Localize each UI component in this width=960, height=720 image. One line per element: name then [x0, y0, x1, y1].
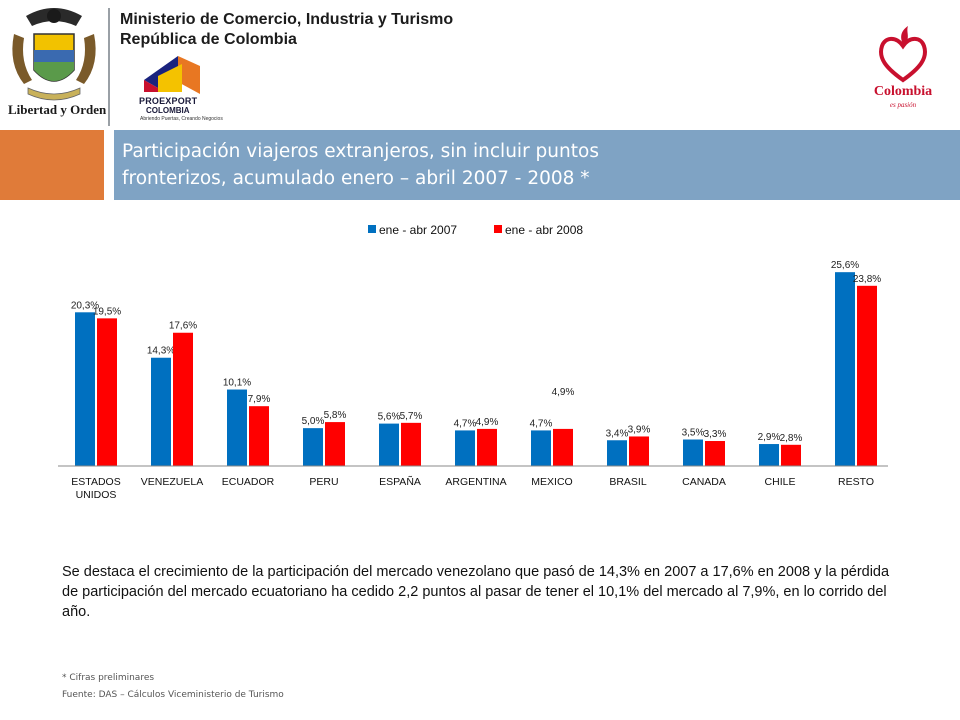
- value-label-6-1: 4,9%: [552, 387, 575, 398]
- proexport-name: PROEXPORT: [139, 96, 198, 106]
- bar-1-0: [151, 357, 171, 466]
- value-label-1-1: 17,6%: [169, 321, 197, 332]
- bar-2-0: [227, 389, 247, 466]
- title-bar: [114, 130, 960, 200]
- value-label-7-0: 3,4%: [606, 428, 629, 439]
- bar-7-0: [607, 440, 627, 466]
- value-label-10-1: 23,8%: [853, 274, 881, 285]
- bar-1-1: [173, 332, 193, 466]
- bar-6-0: [531, 430, 551, 466]
- category-label-3-0: PERU: [309, 476, 338, 488]
- category-label-9-0: CHILE: [765, 476, 796, 488]
- proexport-tagline: Abriendo Puertas, Creando Negocios: [140, 116, 223, 122]
- legend-label-1: ene - abr 2008: [505, 223, 583, 237]
- bar-4-0: [379, 423, 399, 466]
- bar-3-0: [303, 428, 323, 466]
- value-label-3-1: 5,8%: [324, 410, 347, 421]
- category-label-7-0: BRASIL: [609, 476, 647, 488]
- bar-8-0: [683, 439, 703, 466]
- preliminary-note: * Cifras preliminares: [62, 673, 155, 683]
- bar-7-1: [629, 436, 649, 466]
- legend-swatch-1: [494, 225, 502, 233]
- value-label-8-1: 3,3%: [704, 429, 727, 440]
- coat-of-arms-icon: [12, 8, 96, 101]
- category-label-5-0: ARGENTINA: [445, 476, 506, 488]
- value-label-3-0: 5,0%: [302, 416, 325, 427]
- slide-title: Participación viajeros extranjeros, sin …: [122, 138, 599, 192]
- slide-title-line-1: Participación viajeros extranjeros, sin …: [122, 141, 599, 162]
- colombia-brand-heart-icon: [879, 26, 927, 83]
- category-label-1-0: VENEZUELA: [141, 476, 203, 488]
- legend-swatch-0: [368, 225, 376, 233]
- colombia-brand-word: Colombia: [873, 84, 933, 99]
- value-label-9-1: 2,8%: [780, 433, 803, 444]
- proexport-logo-icon: [144, 56, 200, 94]
- chart-legend: ene - abr 2007 ene - abr 2008: [368, 223, 583, 237]
- category-label-0-0: ESTADOS: [71, 476, 120, 488]
- category-label-6-0: MEXICO: [531, 476, 572, 488]
- bar-8-1: [705, 441, 725, 466]
- value-label-6-0: 4,7%: [530, 418, 553, 429]
- category-label-0-1: UNIDOS: [76, 489, 117, 501]
- chart-bars: 20,3%19,5% 14,3% 17,6% 10,1% 7,9% 5,0%5,8% 5,6…: [71, 260, 881, 466]
- value-label-0-0: 20,3%: [71, 300, 99, 311]
- category-label-2-0: ECUADOR: [222, 476, 275, 488]
- accent-block: [0, 130, 104, 200]
- slide-title-line-2: fronterizos, acumulado enero – abril 200…: [122, 168, 590, 189]
- value-label-10-0: 25,6%: [831, 260, 859, 271]
- bar-0-1: [97, 318, 117, 466]
- commentary-text: Se destaca el crecimiento de la particip…: [62, 564, 890, 620]
- bar-6-1: [553, 428, 573, 466]
- bar-3-1: [325, 422, 345, 466]
- ministry-line-1: Ministerio de Comercio, Industria y Turi…: [120, 11, 454, 28]
- crest-motto: Libertad y Orden: [8, 102, 107, 117]
- category-label-4-0: ESPAÑA: [379, 475, 421, 488]
- colombia-brand-tagline: es pasión: [889, 101, 917, 109]
- proexport-country: COLOMBIA: [146, 106, 190, 115]
- value-label-1-0: 14,3%: [147, 346, 175, 357]
- footnotes: * Cifras preliminares Fuente: DAS – Cálc…: [62, 670, 284, 704]
- bar-2-1: [249, 406, 269, 466]
- bar-5-1: [477, 428, 497, 466]
- source-note: Fuente: DAS – Cálculos Viceministerio de…: [62, 690, 284, 700]
- value-label-8-0: 3,5%: [682, 428, 705, 439]
- bar-10-1: [857, 285, 877, 466]
- value-label-5-0: 4,7%: [454, 418, 477, 429]
- category-label-10-0: RESTO: [838, 476, 874, 488]
- bar-4-1: [401, 422, 421, 466]
- value-label-4-1: 5,7%: [400, 411, 423, 422]
- value-label-4-0: 5,6%: [378, 412, 401, 423]
- legend-label-0: ene - abr 2007: [379, 223, 457, 237]
- bar-0-0: [75, 312, 95, 466]
- bar-chart: ene - abr 2007 ene - abr 2008 20,3%19,5% 1…: [58, 223, 888, 501]
- bar-9-1: [781, 444, 801, 466]
- value-label-0-1: 19,5%: [93, 306, 121, 317]
- ministry-line-2: República de Colombia: [120, 31, 297, 48]
- bar-10-0: [835, 272, 855, 466]
- value-label-7-1: 3,9%: [628, 424, 651, 435]
- bar-9-0: [759, 444, 779, 466]
- bar-5-0: [455, 430, 475, 466]
- value-label-2-1: 7,9%: [248, 394, 271, 405]
- category-label-8-0: CANADA: [682, 476, 726, 488]
- value-label-2-0: 10,1%: [223, 378, 251, 389]
- value-label-5-1: 4,9%: [476, 417, 499, 428]
- ministry-name: Ministerio de Comercio, Industria y Turi…: [120, 10, 453, 50]
- value-label-9-0: 2,9%: [758, 432, 781, 443]
- header-divider: [108, 8, 110, 126]
